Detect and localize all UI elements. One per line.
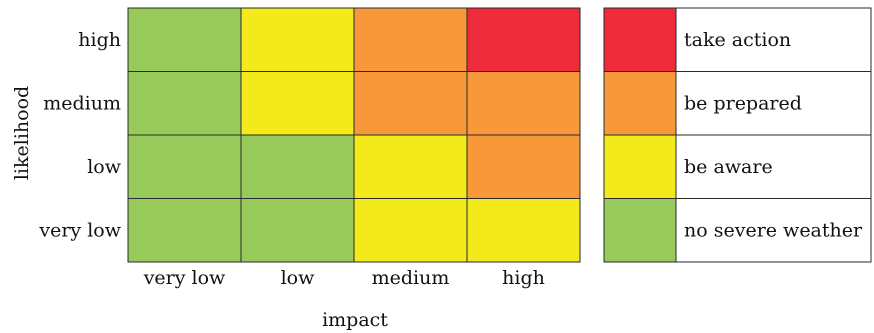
matrix-cell-high-high xyxy=(466,7,581,72)
matrix-cells xyxy=(127,7,581,263)
y-tick-labels: high medium low very low xyxy=(38,29,121,242)
y-axis-label: likelihood xyxy=(11,86,33,180)
x-tick-label: low xyxy=(281,267,316,289)
matrix-cell-low-very-low xyxy=(127,134,242,199)
legend-label-no-severe-weather: no severe weather xyxy=(684,219,863,241)
matrix-cell-low-high xyxy=(466,134,581,199)
y-tick-label: very low xyxy=(38,219,121,241)
x-tick-label: medium xyxy=(372,267,450,289)
matrix-cell-high-low xyxy=(240,7,355,72)
matrix-cell-low-medium xyxy=(353,134,468,199)
legend-swatch-no-severe-weather xyxy=(603,198,677,263)
legend-label-take-action: take action xyxy=(684,29,791,51)
matrix-cell-medium-medium xyxy=(353,71,468,136)
legend-label-be-prepared: be prepared xyxy=(684,92,802,114)
legend-swatch-take-action xyxy=(603,7,677,72)
x-tick-labels: very low low medium high xyxy=(143,267,545,289)
matrix-cell-medium-high xyxy=(466,71,581,136)
y-tick-label: low xyxy=(87,156,122,178)
x-tick-label: high xyxy=(502,267,545,289)
y-tick-label: high xyxy=(78,29,121,51)
matrix-cell-very-low-very-low xyxy=(127,198,242,263)
x-tick-label: very low xyxy=(143,267,226,289)
legend-label-be-aware: be aware xyxy=(684,156,773,178)
legend-swatch-be-aware xyxy=(603,134,677,199)
x-axis-label: impact xyxy=(322,309,388,331)
matrix-cell-high-very-low xyxy=(127,7,242,72)
matrix-cell-medium-very-low xyxy=(127,71,242,136)
matrix-cell-low-low xyxy=(240,134,355,199)
legend: take action be prepared be aware no severe … xyxy=(603,7,872,263)
legend-swatch-be-prepared xyxy=(603,71,677,136)
matrix-cell-high-medium xyxy=(353,7,468,72)
matrix-cell-very-low-medium xyxy=(353,198,468,263)
matrix-cell-medium-low xyxy=(240,71,355,136)
y-tick-label: medium xyxy=(43,92,121,114)
matrix-cell-very-low-high xyxy=(466,198,581,263)
matrix-cell-very-low-low xyxy=(240,198,355,263)
